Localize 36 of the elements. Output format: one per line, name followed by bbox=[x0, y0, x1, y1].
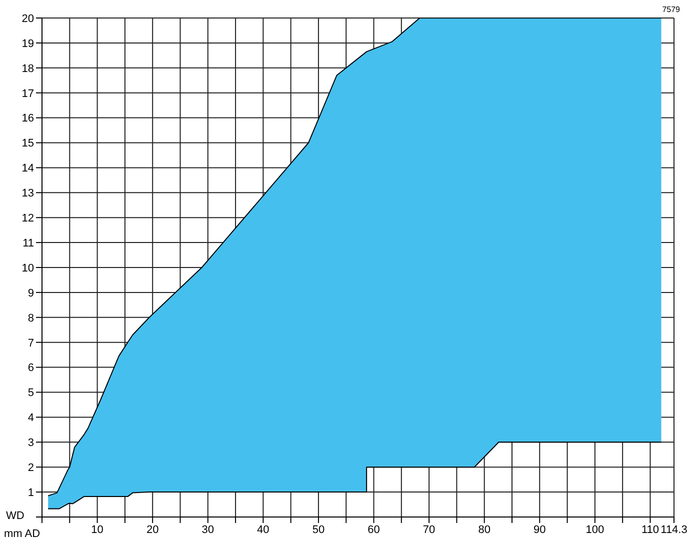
y-tick-label: 9 bbox=[28, 287, 34, 300]
x-tick-label: 50 bbox=[312, 524, 325, 536]
y-tick-label: 20 bbox=[22, 12, 34, 25]
y-tick-label: 16 bbox=[22, 112, 34, 125]
x-tick-label: 80 bbox=[478, 524, 490, 536]
x-tick-label: 30 bbox=[202, 524, 214, 536]
y-tick-label: 19 bbox=[22, 38, 34, 50]
y-tick-label: 1 bbox=[28, 486, 34, 499]
y-tick-label: 8 bbox=[28, 312, 34, 324]
y-tick-label: 7 bbox=[28, 337, 34, 350]
x-tick-label: 70 bbox=[422, 524, 436, 536]
y-tick-label: 5 bbox=[28, 387, 34, 400]
x-tick-label: 90 bbox=[534, 524, 546, 536]
x-tick-label: 110 bbox=[641, 524, 659, 536]
x-tick-label: 60 bbox=[368, 524, 380, 536]
y-tick-label: 15 bbox=[22, 138, 34, 150]
y-tick-label: 11 bbox=[22, 237, 34, 250]
x-tick-label: 40 bbox=[257, 524, 270, 536]
y-tick-label: 4 bbox=[28, 412, 34, 424]
x-tick-label: 20 bbox=[146, 524, 159, 536]
y-axis-title: WD bbox=[6, 510, 24, 522]
line-series bbox=[48, 442, 662, 510]
x-tick-label: 114.3 bbox=[660, 524, 688, 536]
x-axis-title: mm AD bbox=[4, 528, 40, 540]
y-tick-label: 6 bbox=[28, 362, 34, 374]
y-tick-label: 12 bbox=[22, 212, 34, 225]
y-tick-label: 10 bbox=[22, 262, 34, 274]
y-tick-label: 2 bbox=[28, 462, 34, 474]
x-tick-label: 100 bbox=[586, 524, 604, 536]
y-tick-label: 3 bbox=[28, 437, 34, 450]
x-tick-label: 10 bbox=[91, 524, 104, 536]
y-tick-label: 17 bbox=[22, 88, 34, 100]
text: 7579 bbox=[662, 5, 680, 14]
y-tick-label: 14 bbox=[22, 162, 34, 175]
y-tick-label: 18 bbox=[22, 62, 34, 75]
y-tick-label: 13 bbox=[22, 188, 34, 200]
